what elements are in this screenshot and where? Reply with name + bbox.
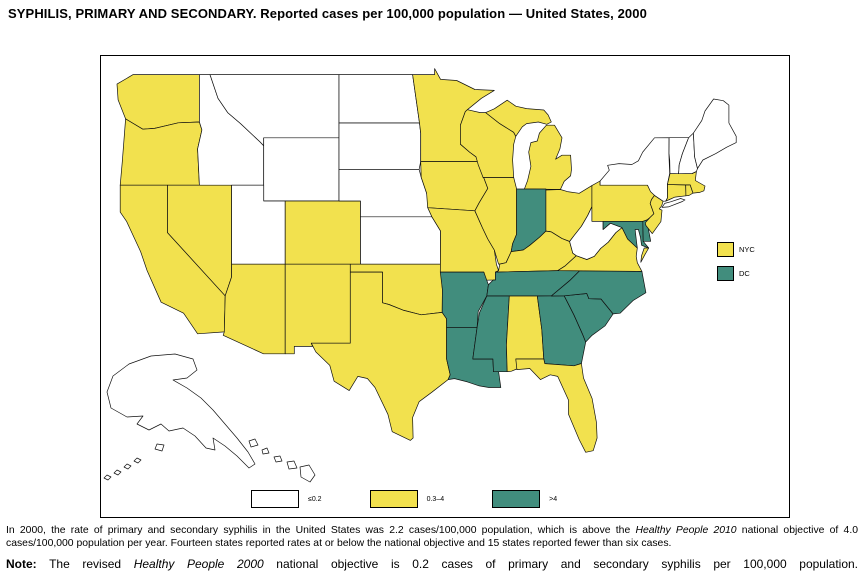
nyc-color-swatch	[717, 242, 734, 257]
us-choropleth-map	[103, 68, 737, 483]
dc-label: DC	[739, 269, 750, 278]
state-ak	[133, 457, 142, 464]
map-frame: NYC DC ≤0.2 0.3–4 >4	[100, 55, 790, 518]
state-nm	[284, 263, 351, 355]
text-segment: national objective is 0.2 cases of prima…	[263, 557, 859, 571]
text-segment: The revised	[36, 557, 134, 571]
state-va	[640, 247, 650, 263]
state-nj	[644, 195, 664, 234]
state-ny	[661, 198, 686, 208]
legend-label-low: ≤0.2	[308, 495, 322, 503]
legend-label-high: >4	[549, 495, 558, 503]
state-or	[119, 118, 203, 186]
territory-legend-item-nyc: NYC	[717, 242, 755, 257]
state-hi	[286, 460, 298, 470]
state-sd	[338, 122, 422, 170]
legend-item-low: ≤0.2	[251, 490, 322, 508]
state-ak	[123, 463, 132, 470]
state-co	[284, 200, 361, 265]
legend-item-high: >4	[492, 490, 557, 508]
state-ak	[103, 474, 112, 481]
state-hi	[299, 464, 316, 483]
dc-color-swatch	[717, 266, 734, 281]
state-ak	[106, 353, 256, 469]
state-wi	[460, 109, 517, 178]
state-ct	[665, 184, 687, 202]
territory-legend: NYC DC	[717, 242, 755, 290]
state-fl	[515, 358, 598, 453]
text-segment: In 2000, the rate of primary and seconda…	[6, 525, 636, 536]
state-nc	[550, 270, 647, 315]
text-segment: national objective of 4.0 cases/100,000 …	[6, 525, 858, 549]
state-ny	[599, 137, 671, 202]
state-hi	[248, 438, 259, 448]
state-mi	[524, 124, 572, 190]
legend-swatch-high	[492, 490, 541, 508]
state-az	[222, 263, 286, 355]
state-me	[693, 98, 737, 169]
legend-swatch-low	[251, 490, 299, 508]
legend-item-mid: 0.3–4	[369, 490, 445, 508]
state-tx	[310, 271, 451, 441]
state-pa	[591, 180, 655, 222]
figure-note: Note: The revised Healthy People 2000 na…	[6, 557, 858, 572]
state-hi	[273, 455, 283, 463]
rate-legend: ≤0.2 0.3–4 >4	[251, 490, 605, 508]
state-ak	[113, 469, 122, 476]
text-segment: Healthy People 2000	[133, 557, 264, 571]
figure-title: SYPHILIS, PRIMARY AND SECONDARY. Reporte…	[8, 6, 647, 21]
territory-legend-item-dc: DC	[717, 266, 755, 281]
state-mi	[485, 99, 552, 137]
state-hi	[261, 447, 270, 455]
figure-caption: In 2000, the rate of primary and seconda…	[6, 524, 858, 550]
state-ak	[154, 443, 165, 452]
state-ia	[420, 161, 489, 212]
state-nd	[338, 74, 420, 124]
state-wy	[263, 137, 340, 202]
legend-label-mid: 0.3–4	[426, 495, 445, 503]
text-segment: Healthy People 2010	[635, 525, 737, 536]
legend-swatch-mid	[369, 490, 418, 508]
state-ks	[360, 216, 441, 265]
state-md	[602, 220, 650, 249]
nyc-label: NYC	[739, 245, 755, 254]
text-segment: Note:	[6, 557, 37, 571]
